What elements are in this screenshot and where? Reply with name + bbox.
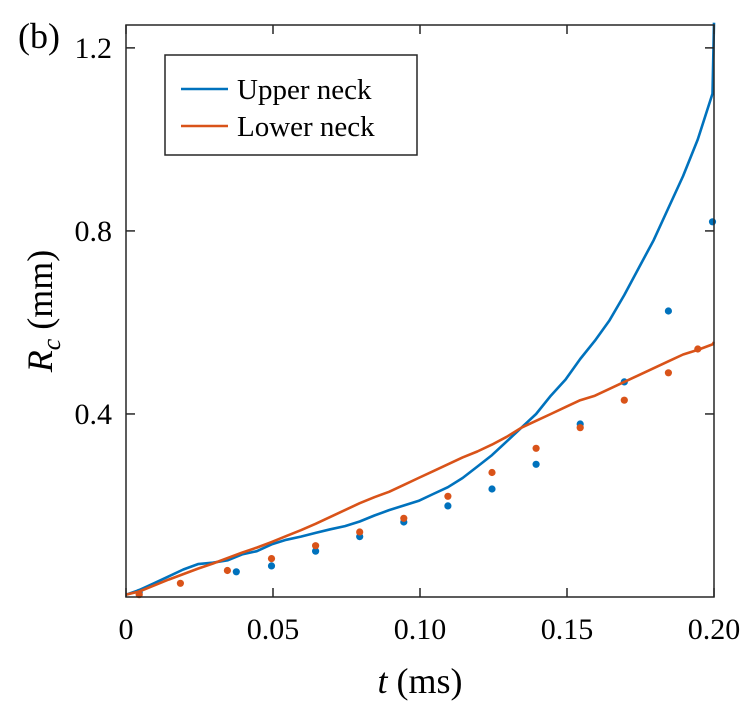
- data-point: [444, 502, 452, 510]
- data-point: [488, 468, 496, 477]
- y-axis-subscript: c: [37, 338, 66, 350]
- data-point: [223, 566, 231, 575]
- data-point: [444, 492, 452, 500]
- legend-box: [164, 54, 418, 156]
- x-tick-label: 0: [119, 613, 134, 646]
- x-tick-label: 0.20: [688, 613, 741, 646]
- x-axis-unit: (ms): [388, 661, 463, 701]
- x-tick-label: 0.05: [247, 613, 300, 646]
- data-point: [620, 396, 628, 404]
- y-axis-unit: (mm): [20, 250, 60, 339]
- data-point: [400, 514, 408, 522]
- x-axis-label: t (ms): [377, 661, 462, 701]
- y-tick-label: 0.4: [75, 398, 113, 431]
- y-axis-variable: R: [20, 350, 60, 373]
- data-point: [312, 547, 320, 555]
- data-point: [664, 369, 673, 377]
- data-point: [532, 444, 540, 452]
- series-line: [125, 22, 716, 596]
- y-axis-label: Rc (mm): [20, 250, 66, 374]
- y-tick-label: 1.2: [75, 32, 113, 65]
- axis-ticks: 0 0.05 0.10 0.15 0.20 0.4 0.8 1.2: [75, 25, 741, 646]
- legend-label: Upper neck: [237, 74, 372, 106]
- y-tick-label: 0.8: [75, 215, 113, 248]
- x-tick-label: 0.15: [541, 613, 594, 646]
- data-point: [267, 562, 276, 570]
- data-point: [267, 555, 276, 563]
- data-point: [694, 345, 702, 353]
- data-point: [312, 542, 320, 550]
- legend: Upper neck Lower neck: [164, 54, 418, 156]
- series-layer: [125, 22, 717, 599]
- data-point: [232, 568, 240, 576]
- legend-label: Lower neck: [237, 111, 375, 143]
- data-point: [176, 579, 184, 587]
- x-tick-label: 0.10: [394, 613, 447, 646]
- data-point: [576, 424, 584, 432]
- data-point: [708, 218, 717, 226]
- x-axis-variable: t: [377, 661, 388, 701]
- panel-label: (b): [18, 16, 60, 56]
- data-point: [664, 307, 673, 315]
- series-line: [125, 341, 716, 596]
- data-point: [488, 485, 496, 493]
- data-point: [532, 460, 540, 468]
- data-point: [356, 528, 364, 536]
